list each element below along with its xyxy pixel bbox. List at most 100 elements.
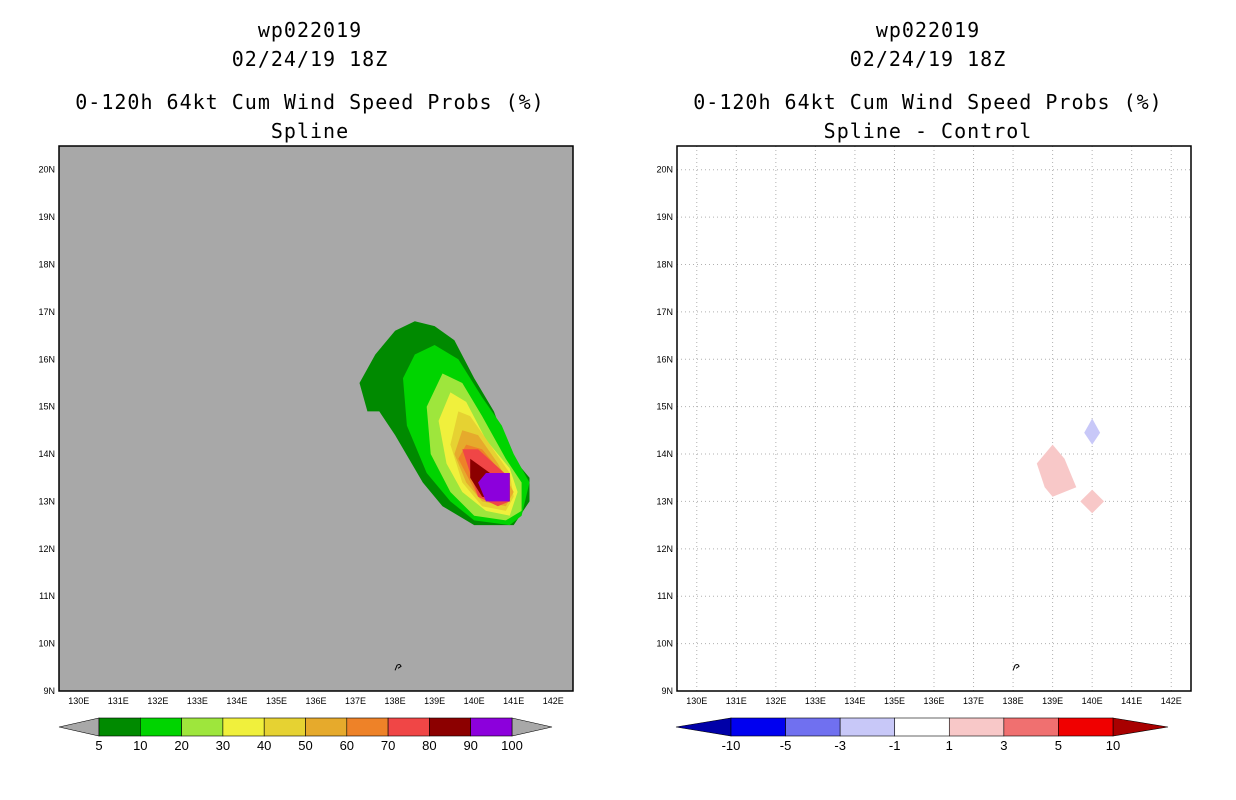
right-y-tick-label: 15N [656, 402, 673, 412]
left-colorbar-label: 100 [501, 738, 523, 753]
right-x-tick-label: 137E [963, 696, 984, 706]
left-y-tick-label: 9N [43, 686, 55, 696]
left-x-tick-label: 133E [187, 696, 208, 706]
left-x-tick-label: 134E [226, 696, 247, 706]
left-colorbar-label: 90 [463, 738, 477, 753]
left-datetime: 02/24/19 18Z [231, 47, 389, 71]
left-storm-id: wp022019 [257, 18, 363, 42]
right-x-tick-label: 130E [686, 696, 707, 706]
right-coast-marker [1012, 664, 1020, 671]
left-colorbar-box [387, 717, 430, 737]
right-y-tick-label: 19N [656, 212, 673, 222]
left-y-tick-label: 16N [38, 354, 55, 364]
right-y-tick-label: 11N [657, 591, 673, 601]
right-chart-subtitle: Spline - Control [823, 119, 1033, 143]
left-x-tick-label: 137E [345, 696, 366, 706]
left-colorbar-box [222, 717, 265, 737]
left-coast-marker [394, 664, 402, 671]
left-chart-title: 0-120h 64kt Cum Wind Speed Probs (%) [75, 90, 545, 114]
left-x-tick-label: 139E [424, 696, 445, 706]
right-x-tick-label: 133E [805, 696, 826, 706]
left-colorbar-label: 5 [95, 738, 102, 753]
left-x-tick-label: 136E [305, 696, 326, 706]
left-y-tick-label: 20N [38, 165, 55, 175]
left-chart-subtitle: Spline [270, 119, 350, 143]
right-colorbar-label: -5 [780, 738, 792, 753]
right-colorbar-label: 3 [1000, 738, 1007, 753]
left-contour-9 [478, 473, 510, 502]
left-colorbar-under-arrow [58, 717, 100, 737]
right-y-tick-label: 17N [656, 307, 673, 317]
right-y-tick-label: 9N [661, 686, 673, 696]
left-x-tick-label: 138E [385, 696, 406, 706]
right-y-tick-label: 14N [656, 449, 673, 459]
left-colorbar-box [305, 717, 348, 737]
right-colorbar-under-arrow [675, 717, 732, 737]
right-storm-id: wp022019 [875, 18, 981, 42]
right-colorbar-box [948, 717, 1005, 737]
right-y-tick-label: 20N [656, 165, 673, 175]
right-y-tick-label: 12N [656, 544, 673, 554]
left-colorbar-box [140, 717, 182, 737]
left-y-tick-label: 19N [38, 212, 55, 222]
right-y-tick-label: 16N [656, 354, 673, 364]
left-colorbar-over-arrow [511, 717, 553, 737]
left-colorbar-box [429, 717, 471, 737]
right-x-tick-label: 139E [1042, 696, 1063, 706]
right-datetime: 02/24/19 18Z [849, 47, 1007, 71]
right-x-tick-label: 142E [1161, 696, 1182, 706]
left-colorbar-label: 20 [174, 738, 188, 753]
right-x-tick-label: 134E [844, 696, 865, 706]
left-colorbar-label: 70 [381, 738, 395, 753]
right-y-tick-label: 18N [656, 259, 673, 269]
left-colorbar-box [181, 717, 224, 737]
right-colorbar-over-arrow [1112, 717, 1169, 737]
left-colorbar-label: 10 [133, 738, 147, 753]
left-colorbar-label: 30 [216, 738, 230, 753]
right-x-tick-label: 141E [1121, 696, 1142, 706]
left-y-tick-label: 11N [39, 591, 55, 601]
left-x-tick-label: 130E [68, 696, 89, 706]
left-y-tick-label: 18N [38, 259, 55, 269]
left-x-tick-label: 135E [266, 696, 287, 706]
left-colorbar-box [98, 717, 141, 737]
left-colorbar-label: 40 [257, 738, 271, 753]
right-y-tick-label: 10N [656, 639, 673, 649]
right-contour-1 [1080, 489, 1104, 514]
right-x-tick-label: 132E [765, 696, 786, 706]
right-colorbar-box [730, 717, 786, 737]
right-x-tick-label: 140E [1082, 696, 1103, 706]
left-y-tick-label: 10N [38, 639, 55, 649]
left-colorbar-label: 60 [340, 738, 354, 753]
right-plot-frame [676, 145, 1192, 692]
right-x-tick-label: 138E [1003, 696, 1024, 706]
left-x-tick-label: 132E [147, 696, 168, 706]
left-colorbar-box [263, 717, 306, 737]
left-x-tick-label: 142E [543, 696, 564, 706]
right-x-tick-label: 135E [884, 696, 905, 706]
left-x-tick-label: 141E [503, 696, 524, 706]
right-colorbar-label: -1 [889, 738, 901, 753]
right-chart-title: 0-120h 64kt Cum Wind Speed Probs (%) [693, 90, 1163, 114]
right-colorbar-box [894, 717, 950, 737]
right-x-tick-label: 136E [923, 696, 944, 706]
left-colorbar-label: 50 [298, 738, 312, 753]
left-y-tick-label: 15N [38, 402, 55, 412]
left-colorbar-box [470, 717, 513, 737]
right-y-tick-label: 13N [656, 496, 673, 506]
right-colorbar-label: 10 [1106, 738, 1120, 753]
left-x-tick-label: 140E [464, 696, 485, 706]
right-colorbar-box [839, 717, 896, 737]
right-contour-0 [1036, 444, 1077, 497]
left-plot-frame [58, 145, 574, 692]
right-colorbar-label: -3 [834, 738, 846, 753]
left-y-tick-label: 13N [38, 496, 55, 506]
left-y-tick-label: 12N [38, 544, 55, 554]
right-contour-2 [1084, 418, 1101, 445]
left-y-tick-label: 14N [38, 449, 55, 459]
right-x-tick-label: 131E [726, 696, 747, 706]
right-colorbar-box [1058, 717, 1114, 737]
right-colorbar-label: -10 [722, 738, 741, 753]
left-y-tick-label: 17N [38, 307, 55, 317]
